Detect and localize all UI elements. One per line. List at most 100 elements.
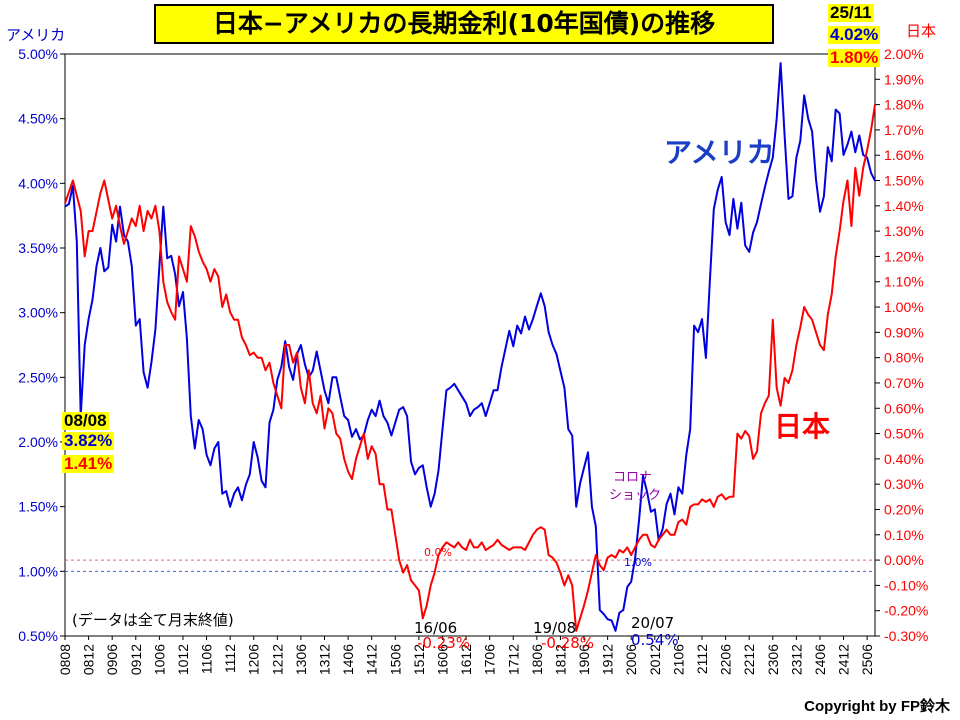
plot-border xyxy=(64,53,876,637)
series-layer xyxy=(64,62,876,632)
end-box-us: 4.02% xyxy=(828,25,881,44)
x-tick-label: 2412 xyxy=(836,644,852,675)
x-tick-label: 1812 xyxy=(552,644,568,675)
left-tick-label: 1.00% xyxy=(18,563,58,579)
left-tick-label: 2.00% xyxy=(18,434,58,450)
marker-1908-value: -0.28% xyxy=(541,634,595,652)
right-axis-title: 日本 xyxy=(906,22,937,40)
x-tick-label: 2006 xyxy=(623,644,639,675)
marker-2007-value: 0.54% xyxy=(631,631,679,649)
x-tick-label: 2206 xyxy=(718,644,734,675)
right-tick-label: 1.40% xyxy=(884,198,924,214)
x-tick-label: 2306 xyxy=(765,644,781,675)
end-box-jp: 1.80% xyxy=(828,48,881,67)
right-tick-label: 1.20% xyxy=(884,248,924,264)
x-tick-label: 1112 xyxy=(222,644,238,673)
x-tick-label: 2506 xyxy=(859,644,875,675)
right-tick-label: 0.10% xyxy=(884,527,924,543)
right-tick-label: -0.30% xyxy=(884,628,928,644)
right-tick-label: -0.10% xyxy=(884,577,928,593)
x-tick-label: 1712 xyxy=(505,644,521,675)
x-tick-label: 2112 xyxy=(694,644,710,674)
right-tick-label: 0.50% xyxy=(884,426,924,442)
x-tick-label: 1406 xyxy=(340,644,356,675)
corona-label-line1: コロナ xyxy=(613,470,653,485)
jp-yield-line xyxy=(64,104,876,632)
left-tick-label: 3.00% xyxy=(18,305,58,321)
left-axis: 0.50% 1.00% 1.50% 2.00% 2.50% 3.00% 3.50% 4.00%… xyxy=(18,46,65,644)
right-tick-label: -0.20% xyxy=(884,603,928,619)
x-tick-label: 2106 xyxy=(670,644,686,675)
marker-2007-date: 20/07 xyxy=(631,614,675,632)
start-box-date: 08/08 xyxy=(62,411,109,430)
left-tick-label: 4.50% xyxy=(18,111,58,127)
data-note: (データは全て月末終値) xyxy=(72,611,234,629)
right-tick-label: 1.00% xyxy=(884,299,924,315)
right-tick-label: 0.00% xyxy=(884,552,924,568)
right-tick-label: 1.80% xyxy=(884,97,924,113)
right-tick-label: 1.50% xyxy=(884,173,924,189)
jp-series-label: 日本 xyxy=(774,410,831,443)
x-tick-label: 1512 xyxy=(411,644,427,675)
x-tick-label: 2012 xyxy=(647,644,663,675)
x-tick-label: 1106 xyxy=(199,644,215,674)
start-box-jp: 1.41% xyxy=(62,454,115,473)
start-box-us: 3.82% xyxy=(62,431,115,450)
right-tick-label: 1.90% xyxy=(884,71,924,87)
left-tick-label: 3.50% xyxy=(18,240,58,256)
x-tick-label: 1212 xyxy=(269,644,285,675)
right-tick-label: 0.60% xyxy=(884,400,924,416)
marker-1606-date: 16/06 xyxy=(414,619,458,637)
plot-frame xyxy=(64,53,876,637)
marker-1606-value: -0.23% xyxy=(417,634,471,652)
right-tick-label: 1.60% xyxy=(884,147,924,163)
x-tick-label: 1412 xyxy=(364,644,380,675)
left-tick-label: 2.50% xyxy=(18,369,58,385)
us-yield-line xyxy=(64,62,876,632)
marker-1908-date: 19/08 xyxy=(533,619,577,637)
right-tick-label: 1.30% xyxy=(884,223,924,239)
copyright: Copyright by FP鈴木 xyxy=(804,698,950,715)
reference-lines xyxy=(65,559,875,572)
right-tick-label: 0.90% xyxy=(884,324,924,340)
left-tick-label: 4.00% xyxy=(18,175,58,191)
x-tick-label: 0906 xyxy=(104,644,120,675)
corona-label-line2: ショック xyxy=(609,488,662,503)
x-axis: 0808 0812 0906 0912 1006 1012 1106 1112 1206 1212… xyxy=(57,636,875,675)
us-one-label: 1.0% xyxy=(624,556,652,569)
x-tick-label: 1606 xyxy=(434,644,450,675)
right-tick-label: 0.80% xyxy=(884,350,924,366)
right-tick-label: 1.70% xyxy=(884,122,924,138)
x-tick-label: 1912 xyxy=(600,644,616,675)
x-tick-label: 1906 xyxy=(576,644,592,675)
x-tick-label: 1006 xyxy=(151,644,167,675)
right-tick-label: 0.20% xyxy=(884,501,924,517)
x-tick-label: 1806 xyxy=(529,644,545,675)
right-tick-label: 2.00% xyxy=(884,46,924,62)
x-tick-label: 1312 xyxy=(317,644,333,675)
jp-zero-label: 0.0% xyxy=(424,546,452,559)
x-tick-label: 0812 xyxy=(81,644,97,675)
left-axis-title: アメリカ xyxy=(6,26,66,44)
x-tick-label: 1206 xyxy=(246,644,262,675)
x-tick-label: 0912 xyxy=(128,644,144,675)
x-tick-label: 2212 xyxy=(741,644,757,675)
right-tick-label: 0.30% xyxy=(884,476,924,492)
x-tick-label: 2406 xyxy=(812,644,828,675)
left-tick-label: 0.50% xyxy=(18,628,58,644)
right-tick-label: 1.10% xyxy=(884,274,924,290)
left-tick-label: 5.00% xyxy=(18,46,58,62)
x-tick-label: 1506 xyxy=(387,644,403,675)
chart-title: 日本−アメリカの長期金利(10年国債)の推移 xyxy=(154,4,774,44)
x-tick-label: 1706 xyxy=(482,644,498,675)
end-box-date: 25/11 xyxy=(828,3,874,22)
right-tick-label: 0.40% xyxy=(884,451,924,467)
left-tick-label: 1.50% xyxy=(18,499,58,515)
x-tick-label: 2312 xyxy=(788,644,804,675)
x-tick-label: 1012 xyxy=(175,644,191,675)
x-tick-label: 1306 xyxy=(293,644,309,675)
right-axis: -0.30% -0.20% -0.10% 0.00% 0.10% 0.20% 0.30% 0.… xyxy=(875,46,928,644)
x-tick-label: 1612 xyxy=(458,644,474,675)
right-tick-label: 0.70% xyxy=(884,375,924,391)
